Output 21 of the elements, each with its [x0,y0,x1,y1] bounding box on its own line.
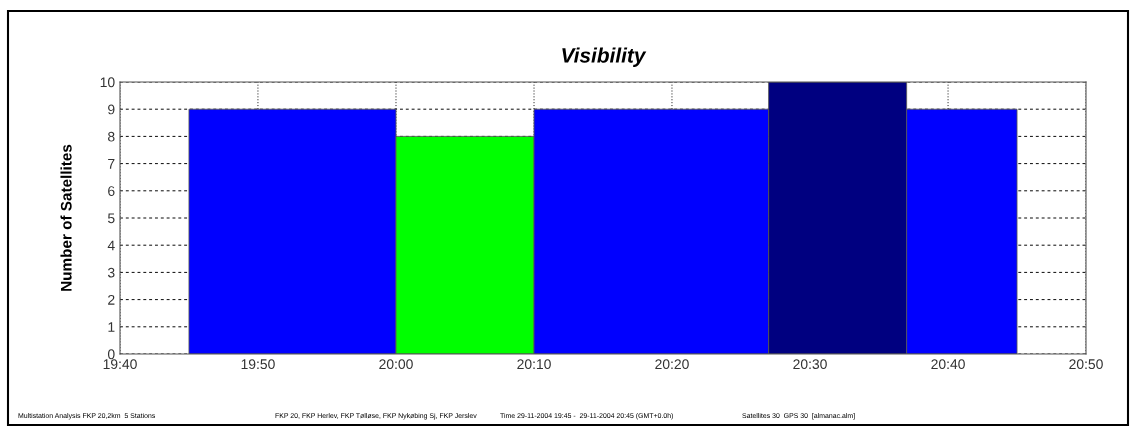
y-tick-label: 0 [107,349,115,360]
x-tick-label: 19:50 [241,359,275,370]
x-tick-label: 20:00 [379,359,413,370]
y-tick-label: 4 [107,240,115,251]
y-tick-label: 10 [100,77,115,88]
x-tick-label: 19:40 [103,359,137,370]
y-tick-label: 8 [108,131,115,142]
y-tick-label: 6 [108,186,115,196]
y-tick-label: 5 [107,213,115,224]
chart-title: Visibility [562,47,647,67]
x-tick-label: 20:20 [655,359,689,370]
y-tick-label: 9 [108,104,115,115]
y-tick-label: 7 [108,159,115,169]
y-tick-label: 2 [108,294,115,305]
x-tick-label: 20:40 [931,359,965,370]
y-tick-label: 1 [108,322,115,332]
y-axis-title: Number of Satellites [60,144,72,291]
y-tick-label: 3 [107,267,115,278]
x-tick-label: 20:30 [793,359,827,370]
x-tick-label: 20:50 [1069,359,1103,370]
x-tick-label: 20:10 [517,359,551,370]
